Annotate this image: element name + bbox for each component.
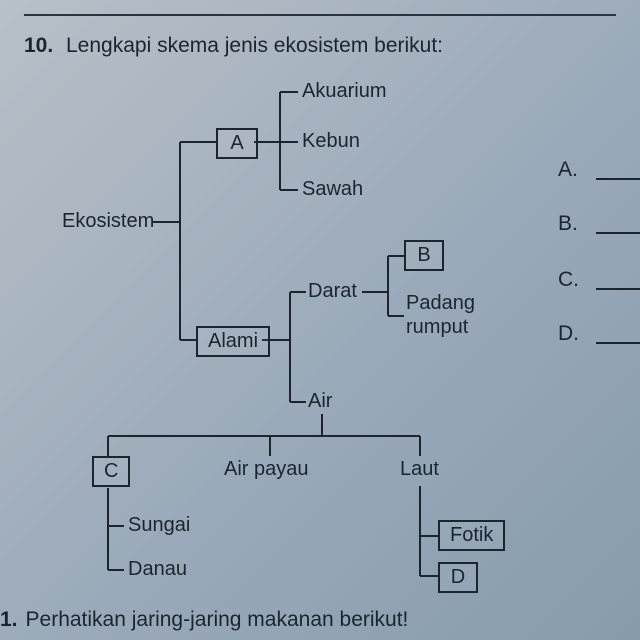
node-sungai: Sungai	[128, 514, 190, 537]
node-kebun: Kebun	[302, 130, 360, 153]
node-ekosistem: Ekosistem	[62, 210, 154, 233]
node-akuarium: Akuarium	[302, 80, 386, 103]
node-sawah: Sawah	[302, 178, 363, 201]
answer-label-b: B.	[558, 212, 578, 236]
answer-label-c: C.	[558, 268, 579, 292]
q11-number: 1.	[0, 608, 18, 631]
node-rumput: rumput	[406, 316, 468, 339]
worksheet-page: 10. Lengkapi skema jenis ekosistem berik…	[0, 0, 640, 640]
answer-label-d: D.	[558, 322, 579, 346]
q11-text: Perhatikan jaring-jaring makanan berikut…	[26, 608, 409, 631]
box-d: D	[438, 562, 478, 593]
box-alami: Alami	[196, 326, 270, 357]
answer-line-a[interactable]	[596, 178, 640, 180]
box-b: B	[404, 240, 444, 271]
node-airpayau: Air payau	[224, 458, 309, 481]
node-air: Air	[308, 390, 332, 413]
box-fotik: Fotik	[438, 520, 505, 551]
next-question: 1. Perhatikan jaring-jaring makanan berik…	[0, 608, 408, 632]
node-padang: Padang	[406, 292, 475, 315]
answer-line-d[interactable]	[596, 342, 640, 344]
answer-line-b[interactable]	[596, 232, 640, 234]
node-laut: Laut	[400, 458, 439, 481]
answer-label-a: A.	[558, 158, 578, 182]
node-danau: Danau	[128, 558, 187, 581]
answer-line-c[interactable]	[596, 288, 640, 290]
node-darat: Darat	[308, 280, 357, 303]
box-a: A	[216, 128, 258, 159]
box-c: C	[92, 456, 130, 487]
